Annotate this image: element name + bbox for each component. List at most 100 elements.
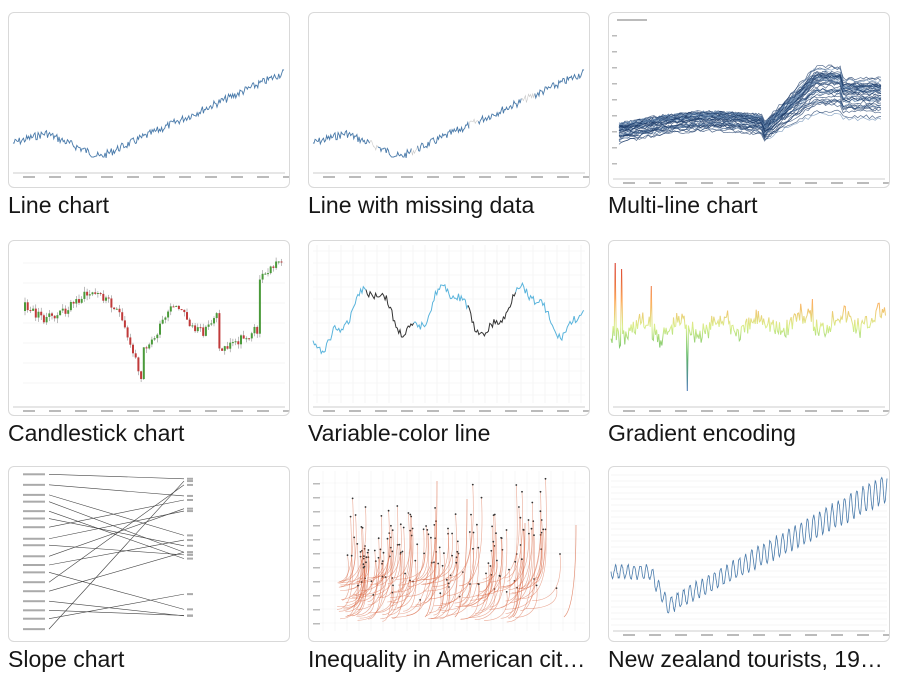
inequality-arc <box>382 547 393 622</box>
inequality-arc <box>439 583 471 611</box>
candle-body <box>123 320 126 328</box>
candle-body <box>53 315 56 319</box>
inequality-arc <box>380 524 402 579</box>
card-title[interactable]: New zealand tourists, 19… <box>608 646 883 672</box>
inequality-arc <box>382 592 394 615</box>
inequality-arc <box>341 516 352 601</box>
inequality-arc <box>532 553 561 601</box>
inequality-arc <box>390 527 405 607</box>
city-point <box>456 540 459 543</box>
series-segment <box>377 146 412 158</box>
inequality-chart-thumbnail[interactable] <box>308 466 590 642</box>
slope-line <box>48 572 185 610</box>
candle-body <box>237 341 240 345</box>
city-point <box>391 591 394 594</box>
candle-body <box>256 326 259 334</box>
city-point <box>425 525 427 527</box>
inequality-arc <box>470 538 503 601</box>
inequality-arc <box>480 533 497 611</box>
inequality-arc <box>484 591 508 621</box>
city-point <box>363 555 365 558</box>
inequality-arc <box>505 529 525 602</box>
card-title[interactable]: Line with missing data <box>308 192 535 218</box>
series-segment <box>365 289 415 338</box>
city-point <box>528 532 530 535</box>
candle-body <box>156 334 159 339</box>
inequality-arc <box>387 530 412 616</box>
slope-chart-icon <box>23 473 193 631</box>
city-point <box>530 527 533 530</box>
city-point <box>399 551 402 554</box>
inequality-arc <box>357 576 384 621</box>
card-title[interactable]: Candlestick chart <box>8 420 185 446</box>
slope-line <box>48 473 185 480</box>
candle-body <box>78 299 80 303</box>
line-chart-thumbnail[interactable] <box>8 12 290 188</box>
candle-body <box>24 302 26 311</box>
candle-body <box>277 261 280 263</box>
series-segment <box>312 129 370 146</box>
candle-body <box>264 273 267 275</box>
card-title[interactable]: Variable-color line <box>308 420 491 446</box>
card-title[interactable]: Gradient encoding <box>608 420 796 446</box>
candle-body <box>175 305 178 307</box>
slope-line <box>48 499 185 528</box>
city-point <box>351 497 354 500</box>
slope-line <box>48 593 185 620</box>
series-segment <box>515 281 585 342</box>
city-point <box>533 534 535 537</box>
nz-tourists-chart-thumbnail[interactable] <box>608 466 890 642</box>
city-point <box>363 565 366 568</box>
city-point <box>527 519 530 521</box>
candle-body <box>96 293 99 295</box>
candle-body <box>42 315 45 323</box>
slope-line <box>48 480 185 630</box>
city-point <box>505 591 508 593</box>
candle-body <box>210 323 213 325</box>
candle-body <box>115 308 118 310</box>
candle-body <box>118 308 121 313</box>
candle-body <box>234 341 237 343</box>
slope-line <box>48 494 185 536</box>
candle-body <box>88 294 91 296</box>
series-segment <box>417 120 470 152</box>
card-title[interactable]: Line chart <box>8 192 110 218</box>
candle-body <box>248 338 251 340</box>
candle-body <box>161 319 164 324</box>
series-line <box>610 476 888 614</box>
city-point <box>476 523 478 526</box>
inequality-arc <box>408 524 436 587</box>
series-segment <box>534 69 585 100</box>
inequality-arc <box>482 550 493 580</box>
card-title[interactable]: Inequality in American cit… <box>308 646 586 672</box>
variable-color-line-icon <box>312 245 589 412</box>
candle-body <box>67 310 70 314</box>
inequality-arc <box>484 576 501 595</box>
candle-body <box>267 273 269 275</box>
candlestick-chart-thumbnail[interactable] <box>8 240 290 416</box>
candle-body <box>75 299 78 304</box>
inequality-arc <box>563 524 577 618</box>
city-point <box>364 506 367 508</box>
line-missing-data-thumbnail[interactable] <box>308 12 590 188</box>
variable-color-line-thumbnail[interactable] <box>308 240 590 416</box>
slope-line <box>48 508 185 557</box>
city-point <box>404 572 406 575</box>
inequality-arc <box>339 506 367 582</box>
inequality-arc <box>368 585 394 614</box>
candle-body <box>258 279 261 334</box>
candle-body <box>37 311 40 318</box>
card-title[interactable]: Slope chart <box>8 646 125 672</box>
gradient-encoding-thumbnail[interactable] <box>608 240 890 416</box>
multi-line-chart-thumbnail[interactable] <box>608 12 890 188</box>
card-title[interactable]: Multi-line chart <box>608 192 758 218</box>
series-line <box>618 65 882 128</box>
slope-chart-thumbnail[interactable] <box>8 466 290 642</box>
candle-body <box>180 309 183 311</box>
series-line <box>618 74 882 126</box>
slope-line <box>48 539 185 566</box>
series-segment <box>477 98 522 126</box>
candle-body <box>110 298 113 308</box>
inequality-arc <box>359 525 392 583</box>
